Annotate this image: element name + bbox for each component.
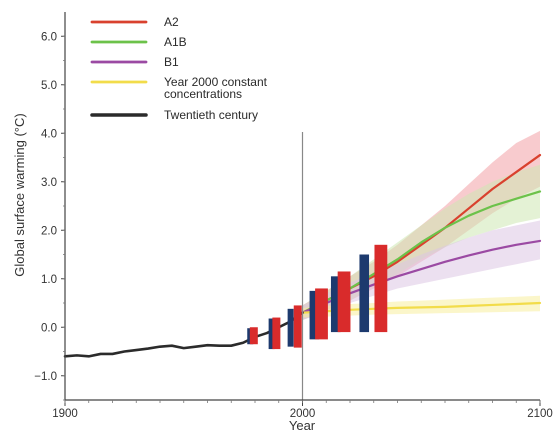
range-bar-model-1	[249, 327, 258, 345]
x-tick-label: 2100	[527, 408, 553, 420]
x-tick-label: 2000	[290, 408, 316, 420]
legend-label-year-2000-constant-concentrations: Year 2000 constant concentrations	[164, 75, 268, 101]
range-bars	[247, 244, 388, 350]
range-bar-observed-6	[309, 290, 320, 340]
y-tick-label: −1.0	[34, 371, 57, 383]
range-bar-model-9	[337, 271, 351, 333]
x-axis-title: Year	[289, 418, 316, 433]
legend-label-twentieth-century: Twentieth century	[164, 108, 258, 122]
legend-label-a2: A2	[164, 15, 179, 29]
range-bar-observed-8	[330, 276, 341, 333]
y-tick-label: 4.0	[41, 128, 57, 140]
legend-label-b1: B1	[164, 55, 179, 69]
y-tick-label: 1.0	[41, 274, 57, 286]
legend-label-a1b: A1B	[164, 35, 187, 49]
range-bar-model-11	[374, 244, 388, 333]
y-tick-label: 3.0	[41, 177, 57, 189]
range-bar-observed-10	[359, 254, 370, 333]
range-bar-model-5	[293, 305, 302, 348]
range-bar-observed-2	[268, 318, 275, 350]
y-tick-label: 5.0	[41, 80, 57, 92]
y-tick-label: 6.0	[41, 31, 57, 43]
y-tick-label: 2.0	[41, 225, 57, 237]
range-bar-model-3	[272, 317, 281, 350]
range-bar-observed-4	[287, 308, 294, 347]
axes: 6.0 5.0 4.0 3.0 2.0 1.0 0.0 −1.0 1900 2000 2100	[34, 12, 553, 420]
y-tick-label: 0.0	[41, 322, 57, 334]
x-tick-label: 1900	[52, 408, 78, 420]
range-bar-model-7	[315, 288, 328, 340]
line-twentieth-century	[63, 311, 304, 358]
y-axis-title: Global surface warming (°C)	[12, 113, 27, 276]
legend: A2 A1B B1 Year 2000 constant concentrations T…	[90, 15, 268, 122]
